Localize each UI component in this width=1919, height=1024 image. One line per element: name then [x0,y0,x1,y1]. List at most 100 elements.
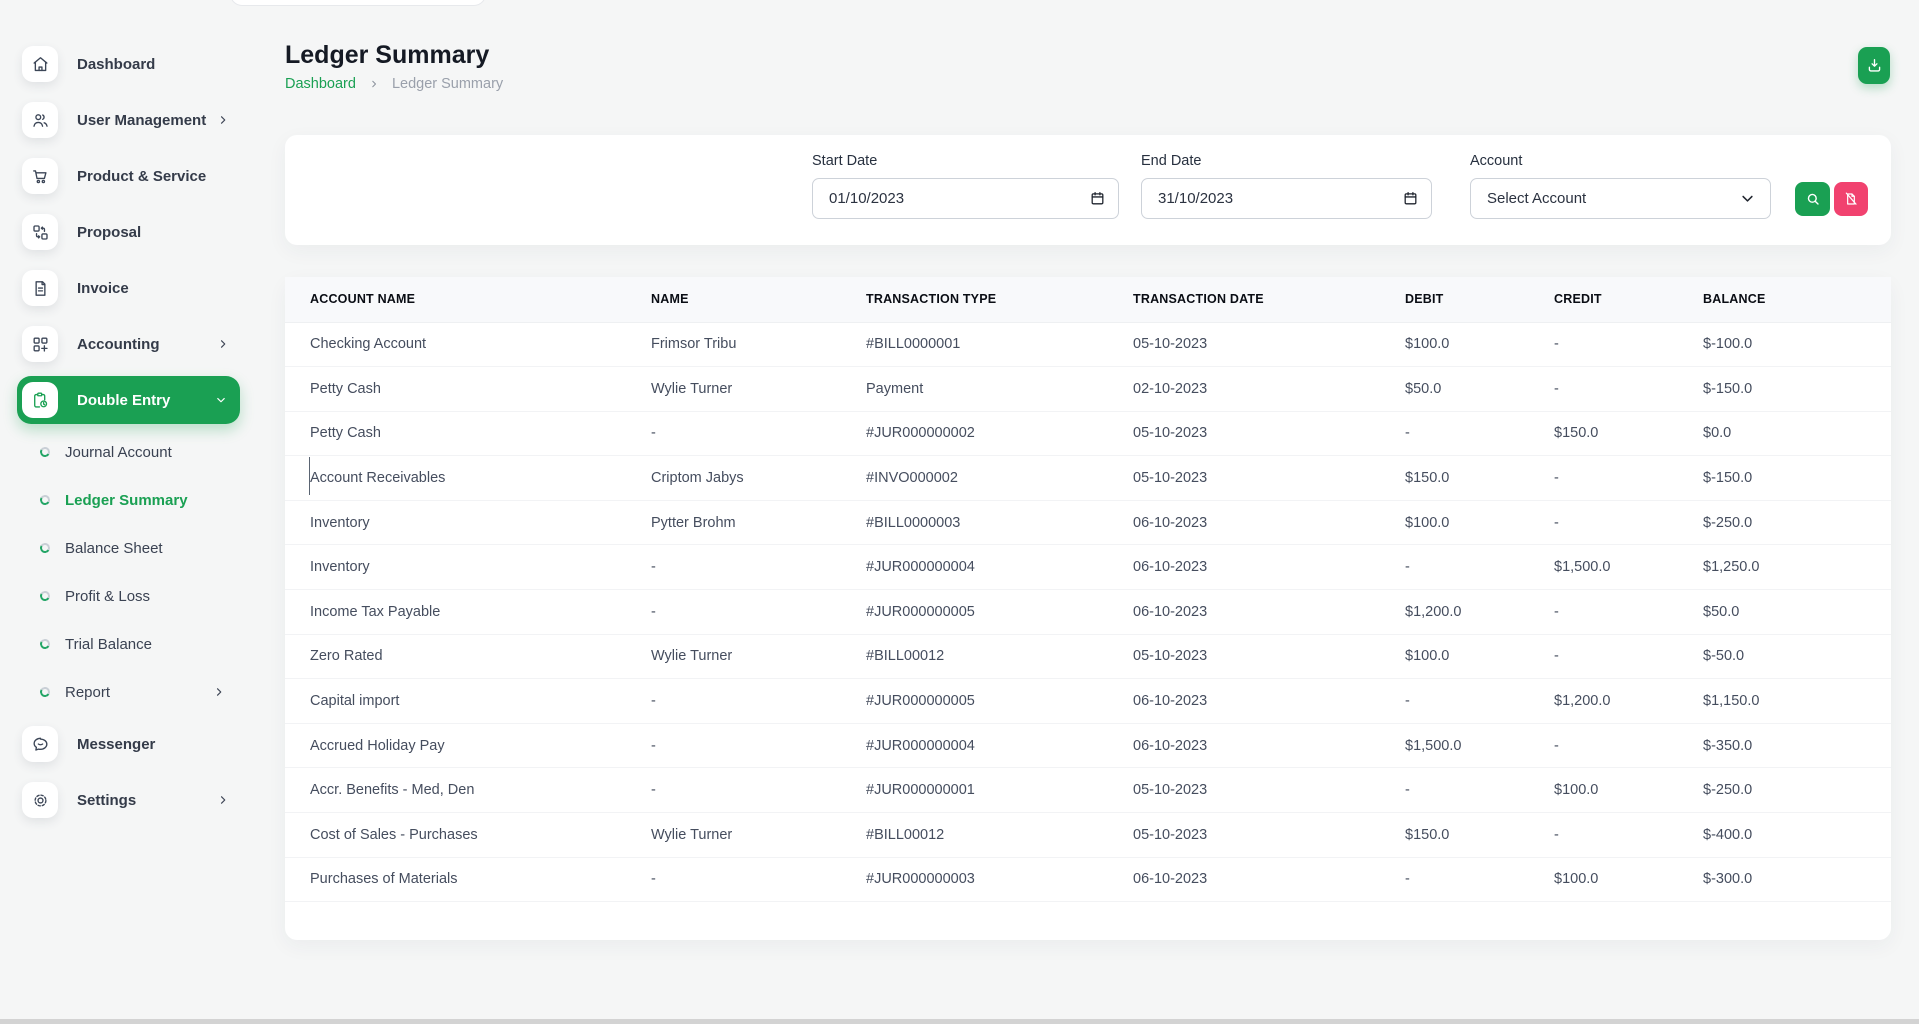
submenu-bullet-icon [38,493,52,507]
sidebar-subitem-report[interactable]: Report [0,668,285,716]
cell-credit: $100.0 [1554,857,1703,903]
cell-name: - [651,411,866,457]
cell-transaction-type: Payment [866,366,1133,412]
sidebar-subitem-label: Report [65,683,111,701]
breadcrumb-dashboard-link[interactable]: Dashboard [285,76,356,92]
sidebar-item-messenger[interactable]: Messenger [0,716,285,772]
sidebar-item-accounting[interactable]: Accounting [0,316,285,372]
cell-account-name: Accr. Benefits - Med, Den [285,767,651,814]
sidebar-item-user-management[interactable]: User Management [0,92,285,148]
sidebar-item-proposal[interactable]: Proposal [0,204,285,260]
cell-name: - [651,544,866,591]
sidebar-subitem-journal-account[interactable]: Journal Account [0,428,285,476]
cell-balance: $50.0 [1703,589,1891,635]
sidebar-item-invoice[interactable]: Invoice [0,260,285,316]
cell-balance: $0.0 [1703,411,1891,457]
cell-balance: $-250.0 [1703,767,1891,814]
sidebar-item-label: Settings [77,791,137,809]
table-row: Account Receivables Criptom Jabys #INVO000… [285,455,1891,501]
sidebar-subitem-balance-sheet[interactable]: Balance Sheet [0,524,285,572]
cell-debit: $100.0 [1405,500,1554,546]
home-icon [22,46,58,82]
cell-debit: $1,200.0 [1405,589,1554,635]
cell-name: - [651,857,866,903]
cell-transaction-type: #BILL00012 [866,812,1133,858]
chevron-right-icon [216,337,230,351]
cell-transaction-date: 06-10-2023 [1133,500,1405,546]
column-header-name: NAME [651,277,866,323]
start-date-label: Start Date [812,153,878,169]
cell-balance: $-100.0 [1703,322,1891,368]
cell-account-name: Zero Rated [285,634,651,680]
cell-credit: - [1554,366,1703,412]
cell-balance: $-400.0 [1703,812,1891,858]
download-icon [1866,57,1883,74]
sidebar-subitem-trial-balance[interactable]: Trial Balance [0,620,285,668]
cell-transaction-type: #INVO000002 [866,455,1133,501]
cell-credit: - [1554,589,1703,635]
ledger-table-card: ACCOUNT NAME NAME TRANSACTION TYPE TRANSACT… [285,277,1891,940]
table-row: Checking Account Frimsor Tribu #BILL000000… [285,322,1891,368]
account-select-value: Select Account [1487,190,1587,207]
cell-account-name: Checking Account [285,322,651,368]
cell-balance: $-250.0 [1703,500,1891,546]
sidebar-item-settings[interactable]: Settings [0,772,285,828]
cell-name: - [651,678,866,724]
breadcrumb: Dashboard Ledger Summary [285,76,503,92]
sidebar-item-double-entry[interactable]: Double Entry [17,376,240,424]
cell-balance: $-150.0 [1703,455,1891,501]
cell-transaction-date: 06-10-2023 [1133,589,1405,635]
cell-transaction-date: 05-10-2023 [1133,322,1405,368]
reset-filter-button[interactable] [1834,182,1868,216]
column-header-transaction-date: TRANSACTION DATE [1133,277,1405,323]
cell-transaction-date: 06-10-2023 [1133,857,1405,903]
sidebar-subitem-label: Ledger Summary [65,491,188,509]
submenu-bullet-icon [38,541,52,555]
invoice-icon [22,270,58,306]
sidebar-bottom-nav: Messenger Settings [0,716,285,828]
cell-account-name: Cost of Sales - Purchases [285,812,651,858]
table-row: Cost of Sales - Purchases Wylie Turner #BI… [285,812,1891,858]
account-label: Account [1470,153,1523,169]
table-header-row: ACCOUNT NAME NAME TRANSACTION TYPE TRANSACT… [285,277,1891,323]
end-date-group: End Date [1141,153,1432,219]
sidebar-main-nav: Dashboard User Management Product & Servic… [0,36,285,424]
cell-account-name: Petty Cash [285,366,651,412]
cell-name: Wylie Turner [651,366,866,412]
filter-panel: Start Date End Date Account Select Accou… [285,135,1891,245]
sidebar-item-product-service[interactable]: Product & Service [0,148,285,204]
cart-icon [22,158,58,194]
cell-balance: $1,150.0 [1703,678,1891,724]
sidebar-submenu: Journal Account Ledger Summary Balance She… [0,428,285,716]
chevron-down-icon [214,393,228,407]
start-date-input[interactable] [812,178,1119,219]
cell-debit: - [1405,767,1554,814]
cell-credit: - [1554,500,1703,546]
double-entry-icon [22,382,58,418]
sidebar-item-label: User Management [77,111,207,129]
table-row: Inventory Pytter Brohm #BILL0000003 06-10-2… [285,500,1891,546]
cell-debit: $100.0 [1405,322,1554,368]
sidebar-item-dashboard[interactable]: Dashboard [0,36,285,92]
cell-transaction-date: 06-10-2023 [1133,678,1405,724]
end-date-label: End Date [1141,153,1202,169]
cell-credit: - [1554,812,1703,858]
end-date-input[interactable] [1141,178,1432,219]
cell-account-name: Inventory [285,544,651,591]
sidebar-subitem-ledger-summary[interactable]: Ledger Summary [0,476,285,524]
cell-transaction-type: #JUR000000001 [866,767,1133,814]
table-row: Capital import - #JUR000000005 06-10-2023- $… [285,678,1891,724]
page-title: Ledger Summary [285,41,490,69]
cell-account-name: Account Receivables [285,455,651,501]
search-button[interactable] [1795,182,1830,216]
account-select[interactable]: Select Account [1470,178,1771,219]
sidebar-subitem-profit-loss[interactable]: Profit & Loss [0,572,285,620]
sidebar: Dashboard User Management Product & Servic… [0,0,285,1024]
submenu-bullet-icon [38,589,52,603]
file-off-icon [1843,191,1859,207]
search-icon [1805,191,1821,207]
cell-name: Frimsor Tribu [651,322,866,368]
cell-name: Wylie Turner [651,812,866,858]
cell-transaction-type: #JUR000000005 [866,589,1133,635]
download-button[interactable] [1858,47,1890,84]
